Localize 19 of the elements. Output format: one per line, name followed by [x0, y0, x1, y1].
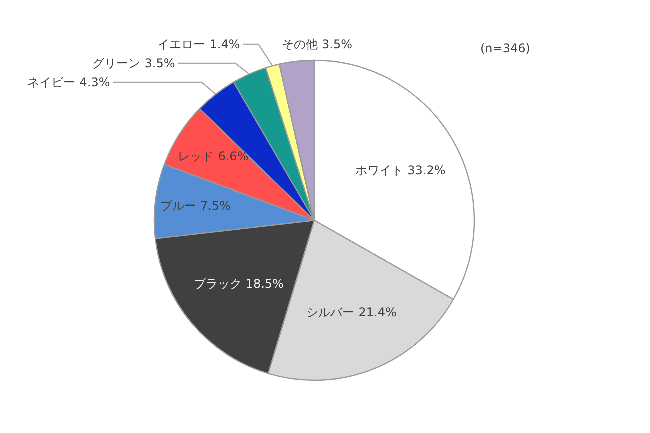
- slice-label: イエロー: [158, 38, 206, 52]
- data-label: 7.5%: [200, 199, 231, 214]
- data-label: 21.4%: [358, 306, 397, 320]
- data-label: 33.2%: [408, 164, 446, 178]
- data-label: 4.3%: [80, 76, 110, 90]
- slice-label: その他: [282, 38, 318, 52]
- slice-label: グリーン: [92, 56, 141, 70]
- slice-label: ネイビー: [28, 76, 76, 90]
- slice-label: シルバー: [306, 306, 355, 320]
- slice-label: ブラック: [194, 277, 242, 292]
- data-label: 3.5%: [144, 56, 176, 70]
- data-label: 1.4%: [210, 38, 240, 52]
- slice-label: ブルー: [160, 199, 196, 214]
- data-label: 6.6%: [218, 149, 249, 164]
- data-label: 3.5%: [322, 38, 353, 52]
- data-label: 18.5%: [246, 277, 284, 292]
- slice-label: レッド: [178, 149, 214, 164]
- text: (n=346): [480, 42, 530, 56]
- slice-label: ホワイト: [356, 164, 404, 178]
